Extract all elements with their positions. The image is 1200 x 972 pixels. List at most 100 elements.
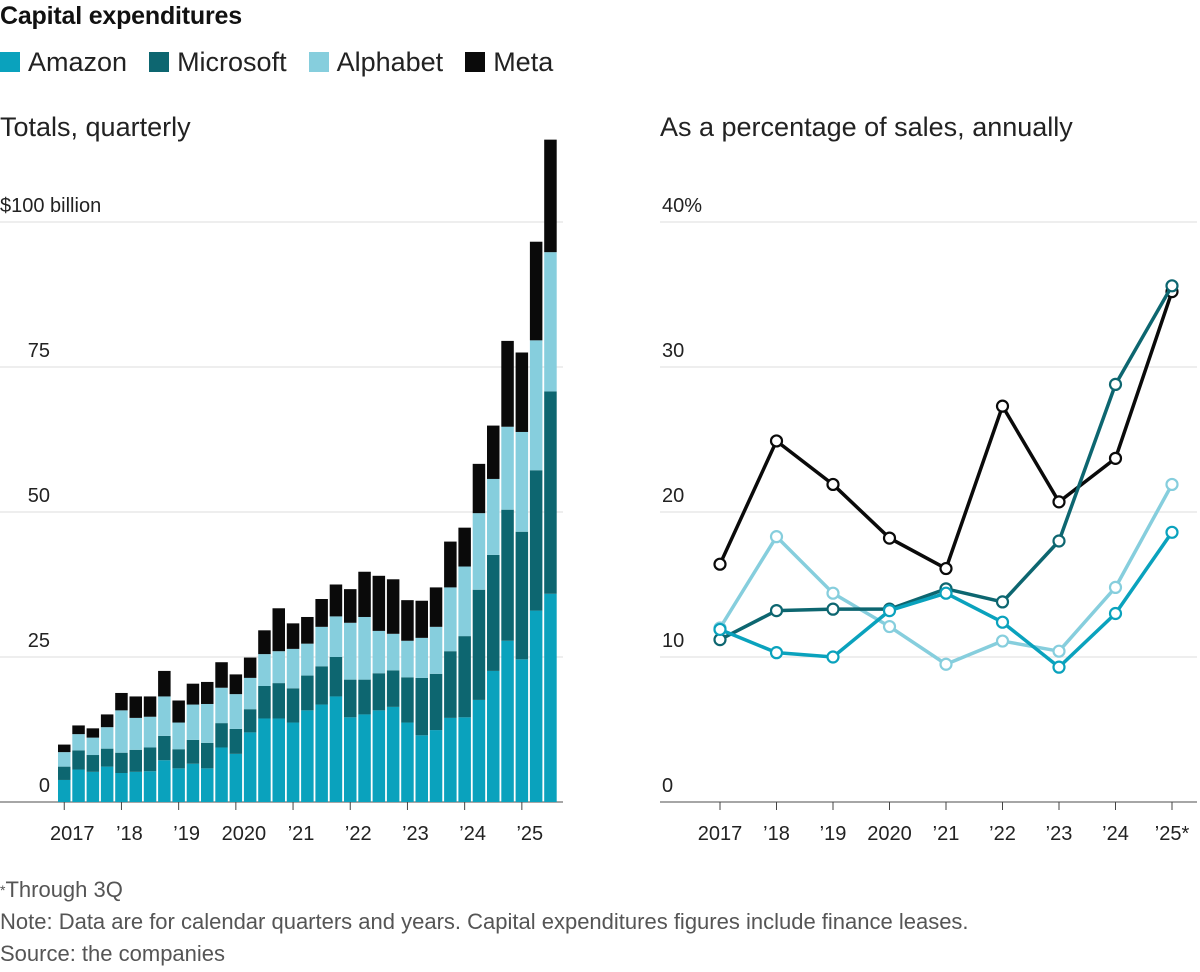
bar-meta (72, 725, 85, 735)
bar-alphabet (229, 694, 243, 729)
point-alphabet (769, 530, 784, 544)
bar-amazon (86, 771, 100, 802)
bar-amazon (372, 710, 386, 802)
left-xtick-label: 2017 (50, 823, 95, 845)
bar-microsoft (515, 531, 529, 660)
point-microsoft (826, 602, 840, 616)
bar-amazon (329, 696, 343, 802)
left-xtick-label: ’19 (173, 823, 200, 845)
left-panel-title: Totals, quarterly (0, 112, 191, 142)
bar-alphabet (201, 703, 214, 743)
bar-alphabet (258, 654, 271, 686)
bar-meta (501, 340, 514, 427)
right-xtick-label: ’18 (763, 823, 790, 845)
bar-alphabet (301, 643, 314, 676)
point-amazon (769, 646, 784, 660)
right-xtick-label: 2017 (698, 823, 743, 845)
bar-microsoft (329, 657, 343, 697)
point-meta (1052, 495, 1066, 509)
legend-label-meta: Meta (493, 46, 554, 77)
point-amazon (1108, 606, 1123, 621)
legend: Amazon Microsoft Alphabet Meta (0, 46, 575, 78)
bar-alphabet (487, 478, 500, 555)
bar-amazon (515, 659, 529, 802)
bar-microsoft (172, 749, 185, 769)
legend-swatch-meta (465, 52, 486, 72)
bar-meta (458, 527, 471, 567)
bar-amazon (258, 718, 271, 802)
bar-alphabet (458, 566, 471, 637)
bar-meta (143, 696, 157, 717)
point-amazon (826, 650, 840, 664)
point-amazon (882, 603, 897, 618)
bar-alphabet (415, 637, 428, 678)
point-microsoft (1052, 534, 1066, 548)
footnote: *Through 3Q (0, 874, 969, 906)
left-ytick-labels: 0 25 50 75 $100 billion (0, 195, 101, 797)
bar-alphabet (472, 513, 486, 590)
bar-meta (286, 623, 300, 649)
bar-microsoft (243, 709, 257, 733)
bar-alphabet (172, 722, 185, 750)
right-ytick-label: 20 (662, 485, 684, 507)
bar-alphabet (286, 648, 300, 689)
bar-meta (201, 681, 214, 704)
bar-meta (172, 700, 185, 723)
point-meta (882, 531, 897, 545)
bar-microsoft (86, 755, 100, 772)
bar-microsoft (386, 670, 400, 707)
bar-microsoft (544, 391, 557, 594)
bar-microsoft (72, 750, 85, 770)
point-amazon (713, 622, 727, 637)
legend-swatch-alphabet (308, 52, 329, 72)
bar-meta (544, 139, 557, 253)
bar-microsoft (501, 509, 514, 641)
bar-meta (186, 683, 200, 705)
bar-alphabet (529, 340, 543, 471)
bar-amazon (186, 763, 200, 802)
legend-label-microsoft: Microsoft (177, 46, 287, 77)
bar-alphabet (544, 252, 557, 392)
bar-amazon (201, 768, 214, 802)
bar-amazon (129, 771, 142, 802)
point-alphabet (1165, 477, 1179, 492)
bar-alphabet (129, 717, 142, 750)
bar-microsoft (472, 589, 486, 700)
right-xtick-label: ’19 (820, 823, 847, 845)
bar-microsoft (129, 749, 142, 772)
bar-meta (329, 584, 343, 617)
bar-microsoft (229, 728, 243, 754)
bar-microsoft (58, 766, 71, 780)
legend-swatch-amazon (0, 52, 20, 72)
bar-alphabet (215, 687, 228, 724)
right-ytick-label: 40% (662, 195, 702, 217)
point-alphabet (939, 657, 953, 671)
point-amazon (1165, 525, 1179, 539)
bar-meta (315, 599, 328, 627)
bar-alphabet (58, 752, 71, 767)
left-xtick-label: ’23 (402, 823, 429, 845)
left-bars (58, 139, 557, 802)
bar-microsoft (458, 636, 471, 718)
point-microsoft (1108, 377, 1123, 391)
bar-microsoft (286, 688, 300, 723)
bar-amazon (501, 640, 514, 802)
point-meta (1108, 451, 1123, 465)
point-amazon (995, 615, 1010, 629)
bar-amazon (458, 717, 471, 802)
bar-microsoft (158, 735, 171, 761)
bar-alphabet (501, 426, 514, 510)
bar-meta (272, 608, 285, 652)
bar-meta (229, 674, 243, 695)
right-gridlines (660, 221, 1197, 803)
bar-alphabet (86, 737, 100, 756)
bar-alphabet (272, 651, 285, 684)
point-microsoft (1165, 279, 1179, 293)
bar-amazon (301, 710, 314, 802)
left-ytick-label: $100 billion (0, 195, 101, 217)
bar-amazon (286, 722, 300, 802)
legend-item-microsoft: Microsoft (149, 47, 287, 78)
bar-meta (129, 696, 142, 718)
line-meta (718, 291, 1174, 571)
bar-microsoft (272, 683, 285, 719)
